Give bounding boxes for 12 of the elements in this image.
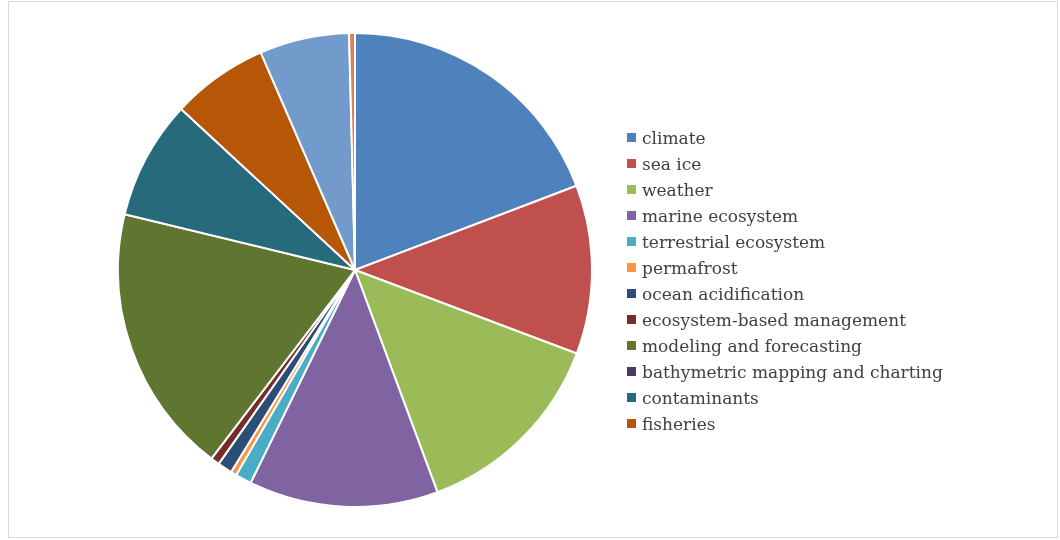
legend-label: bathymetric mapping and charting [642,361,943,382]
legend-label: ecosystem-based management [642,309,907,330]
legend-label: ocean acidification [642,283,805,304]
legend-label: contaminants [642,387,759,408]
legend-label: sea ice [642,153,702,174]
legend-label: marine ecosystem [642,205,799,226]
legend-label: terrestrial ecosystem [642,231,826,252]
legend-label: permafrost [642,257,738,278]
legend-label: fisheries [642,413,716,434]
legend-label: weather [642,179,714,200]
legend-label: climate [642,127,706,148]
legend-label: modeling and forecasting [642,335,863,356]
